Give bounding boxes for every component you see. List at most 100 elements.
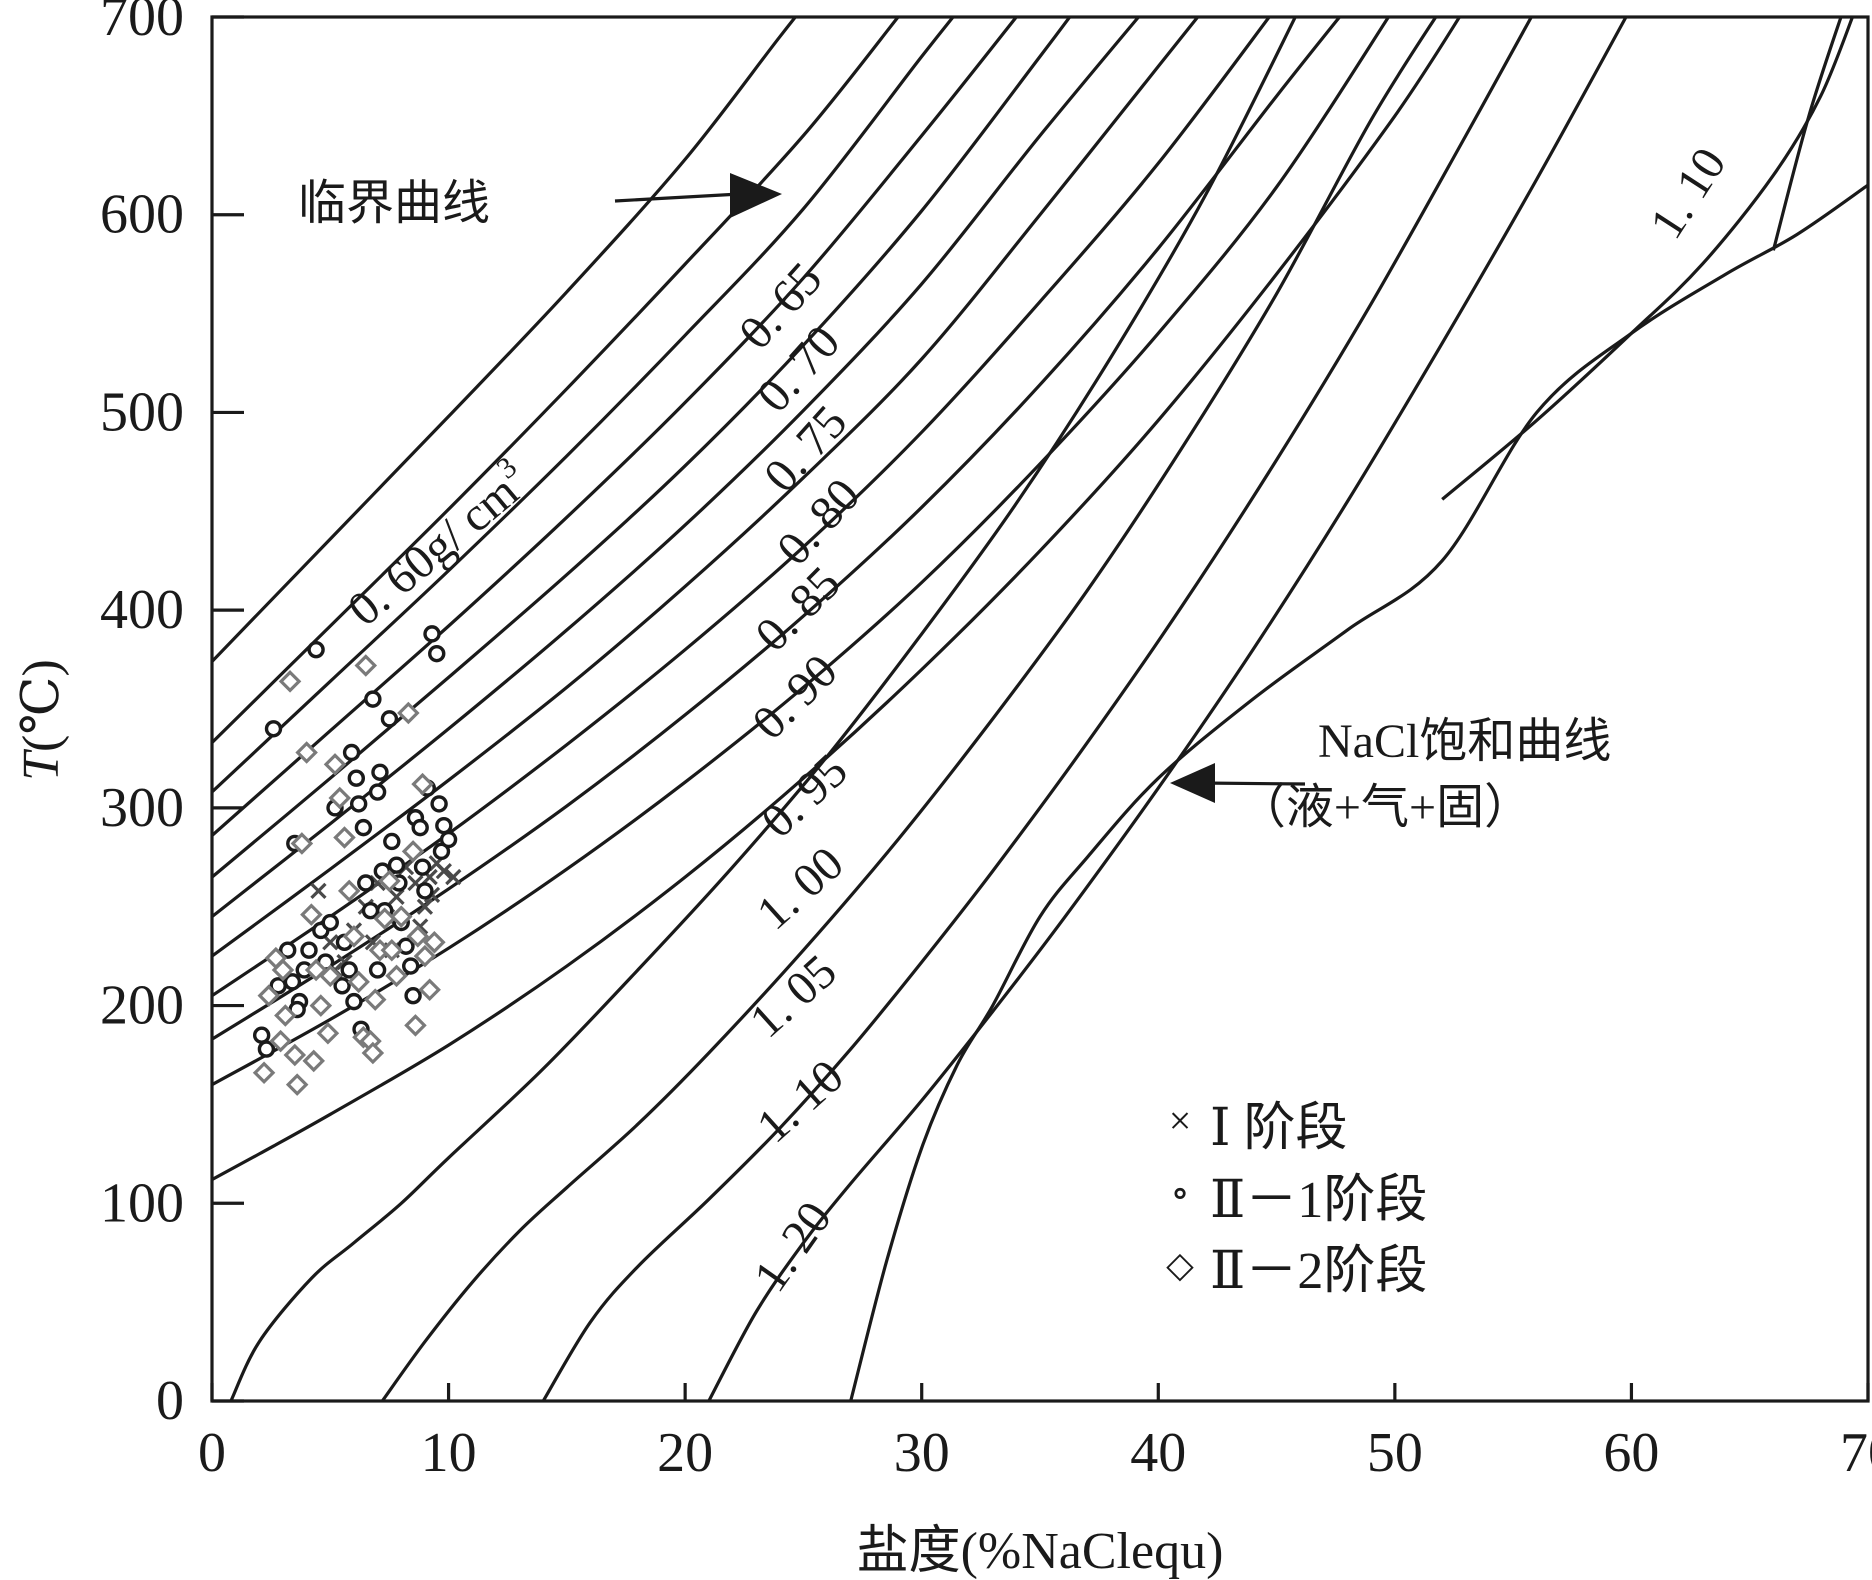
x-tick-label-40: 40 xyxy=(1130,1422,1186,1484)
nacl-curve-arrow-head xyxy=(1170,763,1215,803)
point-series2-37 xyxy=(302,1049,325,1073)
point-series0-0 xyxy=(310,882,327,900)
point-series2-29 xyxy=(389,905,413,928)
point-series1-22 xyxy=(364,690,382,708)
nacl-curve-label-line1: NaCl饱和曲线 xyxy=(1318,715,1611,768)
point-series0-13 xyxy=(435,862,452,880)
point-series0-7 xyxy=(388,888,405,905)
point-series1-33 xyxy=(402,957,420,975)
point-series1-28 xyxy=(383,832,401,851)
legend-item-stage-2-2: ◇ Ⅱ－2阶段 xyxy=(1166,1243,1427,1300)
series-2 xyxy=(252,654,446,1096)
point-series1-0 xyxy=(252,1026,271,1044)
point-series1-15 xyxy=(340,961,358,979)
legend-symbol-stage-1: × xyxy=(1169,1098,1192,1143)
isochore-1.20-14 xyxy=(707,17,1628,1401)
plot-frame xyxy=(210,15,1870,1403)
y-axis-title: T(℃) xyxy=(13,659,70,781)
point-series2-6 xyxy=(283,1043,307,1067)
nacl-curve-arrow-shaft xyxy=(1199,781,1306,786)
y-tick-label-500: 500 xyxy=(100,381,184,443)
point-series1-10 xyxy=(307,640,325,659)
point-series1-9 xyxy=(300,941,318,959)
point-series2-41 xyxy=(404,1014,427,1037)
y-axis-title-symbol: T xyxy=(13,749,70,781)
legend: × Ⅰ 阶段 ∘ Ⅱ－1阶段 ◇ Ⅱ－2阶段 xyxy=(1166,1098,1427,1300)
point-series2-9 xyxy=(295,741,318,764)
point-series1-16 xyxy=(342,743,361,762)
critical-curve-annotation: 临界曲线 xyxy=(298,173,782,230)
y-tick-label-300: 300 xyxy=(100,777,184,839)
isochore-label-0.95: 0. 95 xyxy=(751,744,857,848)
x-tick-label-30: 30 xyxy=(894,1422,950,1484)
point-series2-33 xyxy=(411,772,434,796)
isochore-label-1.10-upper: 1. 10 xyxy=(1640,139,1737,248)
legend-label-stage-2-2: Ⅱ－2阶段 xyxy=(1210,1243,1427,1300)
isochore-0.60-0 xyxy=(212,17,798,663)
point-series1-47 xyxy=(368,961,387,979)
point-series1-39 xyxy=(423,625,441,643)
point-series1-18 xyxy=(349,795,368,813)
y-tick-label-100: 100 xyxy=(100,1172,184,1234)
point-series2-17 xyxy=(337,879,361,903)
nacl-curve-annotation: NaCl饱和曲线 （液+气+固） xyxy=(1170,715,1611,834)
isochore-label-0.90: 0. 90 xyxy=(742,644,847,749)
point-series1-41 xyxy=(430,795,448,813)
isochore-1.10-10 xyxy=(212,17,1462,1182)
legend-symbol-stage-2-2: ◇ xyxy=(1166,1245,1194,1285)
nacl-saturation-curve xyxy=(849,183,1868,1401)
isochore-unlabeled-16 xyxy=(1771,17,1843,251)
point-series2-0 xyxy=(252,1061,276,1085)
point-series1-23 xyxy=(368,783,387,801)
legend-symbol-stage-2-1: ∘ xyxy=(1170,1170,1190,1215)
point-series2-7 xyxy=(285,1073,309,1096)
nacl-curve-label-line2: （液+气+固） xyxy=(1238,781,1532,834)
isochore-label-1.00: 1. 00 xyxy=(747,837,854,941)
point-series2-40 xyxy=(271,958,295,982)
critical-curve-arrow-head xyxy=(730,173,782,218)
point-series1-48 xyxy=(404,986,422,1005)
y-tick-label-700: 700 xyxy=(100,0,184,48)
point-series2-35 xyxy=(418,978,441,1002)
point-series2-19 xyxy=(347,970,370,994)
point-series1-27 xyxy=(380,710,399,728)
point-series2-5 xyxy=(278,670,302,693)
point-series1-19 xyxy=(354,818,373,837)
x-tick-label-20: 20 xyxy=(657,1422,713,1484)
isochore-label-1.20: 1. 20 xyxy=(744,1192,842,1301)
isochore-1.10-15 xyxy=(1441,17,1855,501)
point-series2-25 xyxy=(373,907,396,930)
point-series2-30 xyxy=(397,701,420,725)
point-series1-36 xyxy=(413,858,432,876)
point-series2-8 xyxy=(290,832,314,855)
point-series0-10 xyxy=(416,898,434,915)
y-tick-label-200: 200 xyxy=(100,975,184,1037)
legend-label-stage-1: Ⅰ 阶段 xyxy=(1210,1100,1348,1157)
point-series1-2 xyxy=(264,720,283,738)
point-series0-14 xyxy=(445,868,462,886)
point-series2-38 xyxy=(319,964,342,988)
point-series2-14 xyxy=(323,753,347,776)
critical-curve-arrow-shaft xyxy=(614,192,741,203)
point-series1-1 xyxy=(257,1040,276,1058)
fluid-inclusion-points xyxy=(252,625,462,1096)
point-series2-18 xyxy=(342,925,366,948)
legend-item-stage-2-1: ∘ Ⅱ－1阶段 xyxy=(1170,1170,1427,1229)
isochore-0.75-3 xyxy=(212,17,1018,837)
point-series2-16 xyxy=(333,826,356,849)
isochore-label-0.85: 0. 85 xyxy=(745,556,850,661)
x-tick-label-70: 70 xyxy=(1840,1422,1872,1484)
point-series2-3 xyxy=(269,1029,292,1053)
point-series2-36 xyxy=(423,931,446,954)
x-tick-label-50: 50 xyxy=(1367,1422,1423,1484)
point-series2-21 xyxy=(354,654,378,677)
point-series1-37 xyxy=(416,882,434,900)
point-series2-26 xyxy=(378,869,401,893)
x-axis-title: 盐度(%NaClequ) xyxy=(857,1523,1224,1580)
isochore-unlabeled-13 xyxy=(541,17,1534,1401)
point-series1-24 xyxy=(371,763,389,781)
isochore-0.70-2 xyxy=(212,17,956,794)
point-series1-35 xyxy=(411,818,429,837)
point-series2-39 xyxy=(361,1041,385,1065)
